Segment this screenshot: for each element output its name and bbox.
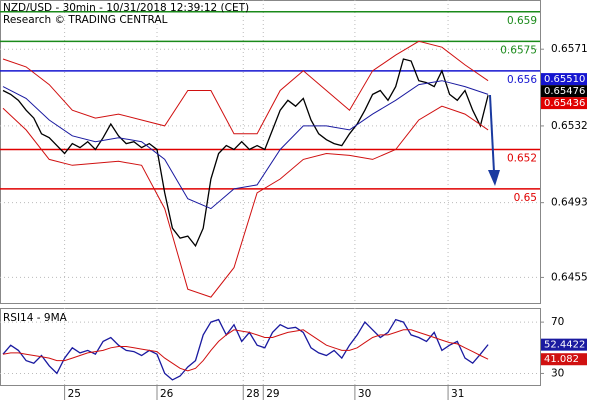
level-label: 0.652 bbox=[507, 153, 537, 165]
value-box-label: 0.65510 bbox=[544, 74, 585, 85]
target-arrowhead bbox=[488, 170, 500, 186]
target-arrow bbox=[489, 94, 495, 173]
level-label: 0.65 bbox=[514, 192, 537, 204]
chart-subtitle: Research © TRADING CENTRAL bbox=[3, 14, 168, 26]
level-label: 0.659 bbox=[507, 15, 537, 27]
level-label: 0.6575 bbox=[500, 44, 537, 56]
series-line bbox=[2, 105, 489, 298]
x-tick-label: 26 bbox=[160, 388, 174, 400]
chart-title: NZD/USD - 30min - 10/31/2018 12:39:12 (C… bbox=[3, 2, 249, 14]
rsi-panel bbox=[0, 308, 541, 386]
y-tick-label: 0.6493 bbox=[551, 197, 588, 209]
value-box-label: 0.65476 bbox=[544, 86, 585, 97]
series-line bbox=[2, 318, 489, 381]
main-panel bbox=[0, 0, 541, 304]
x-tick-label: 30 bbox=[358, 388, 371, 400]
rsi-title: RSI14 - 9MA bbox=[3, 312, 68, 324]
y-tick-label: 0.6532 bbox=[551, 120, 588, 132]
y-tick-label: 0.6455 bbox=[551, 271, 588, 283]
value-box bbox=[541, 353, 587, 366]
value-box-label: 0.65436 bbox=[544, 98, 585, 109]
value-box-label: 41.082 bbox=[544, 354, 579, 365]
value-box-label: 52.4422 bbox=[544, 340, 585, 351]
x-tick-label: 25 bbox=[68, 388, 81, 400]
value-box bbox=[541, 338, 587, 351]
x-tick-label: 31 bbox=[451, 388, 464, 400]
series-line bbox=[2, 329, 489, 372]
y-tick-label: 70 bbox=[551, 316, 564, 328]
x-tick-label: 29 bbox=[266, 388, 279, 400]
y-tick-label: 0.6571 bbox=[551, 43, 588, 55]
value-box bbox=[541, 97, 587, 110]
value-box bbox=[541, 85, 587, 98]
level-label: 0.656 bbox=[507, 74, 537, 86]
series-line bbox=[2, 58, 489, 248]
series-line bbox=[2, 40, 489, 135]
series-line bbox=[2, 80, 489, 210]
value-box bbox=[541, 73, 587, 86]
y-tick-label: 30 bbox=[551, 367, 564, 379]
x-tick-label: 28 bbox=[246, 388, 259, 400]
